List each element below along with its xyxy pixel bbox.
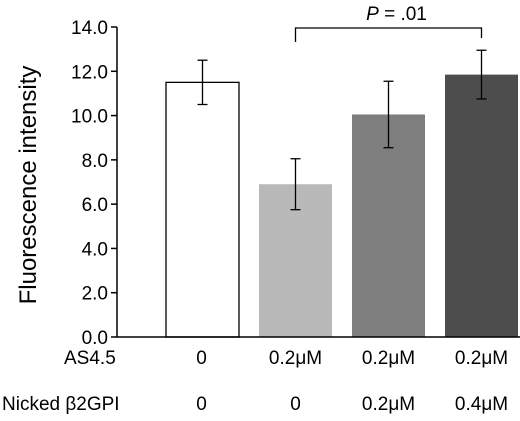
y-tick-label: 10.0 (71, 107, 108, 128)
condition-value: 0.2μM (455, 348, 508, 369)
significance-bracket (294, 27, 483, 42)
p-value-annotation: P = .01 (366, 4, 427, 25)
bar (352, 114, 425, 337)
y-tick-label: 8.0 (82, 151, 108, 172)
condition-value: 0.2μM (269, 348, 322, 369)
bracket-line (294, 27, 483, 42)
condition-value: 0.4μM (455, 394, 508, 415)
condition-row-label: AS4.5 (64, 348, 116, 369)
condition-value: 0 (196, 394, 207, 415)
condition-table: AS4.5 0 0.2μM 0.2μM 0.2μM Nicked β2GPI 0 0 0.2μM… (2, 348, 508, 415)
y-tick-label: 14.0 (71, 18, 108, 39)
y-axis-ticks: 0.0 2.0 4.0 6.0 8.0 10.0 12.0 14.0 (71, 18, 117, 349)
condition-value: 0.2μM (362, 394, 415, 415)
y-tick-label: 4.0 (82, 239, 108, 260)
bar (445, 74, 518, 337)
y-tick-label: 6.0 (82, 195, 108, 216)
y-axis-label: Fluorescence intensity (15, 66, 42, 305)
condition-value: 0.2μM (362, 348, 415, 369)
y-tick-label: 0.0 (82, 328, 108, 349)
condition-value: 0 (290, 394, 301, 415)
bar (165, 81, 240, 338)
condition-value: 0 (196, 348, 207, 369)
y-tick-label: 12.0 (71, 62, 108, 83)
bars (165, 74, 518, 338)
condition-row-label: Nicked β2GPI (2, 394, 120, 415)
y-tick-label: 2.0 (82, 284, 108, 305)
error-bars (197, 49, 487, 211)
